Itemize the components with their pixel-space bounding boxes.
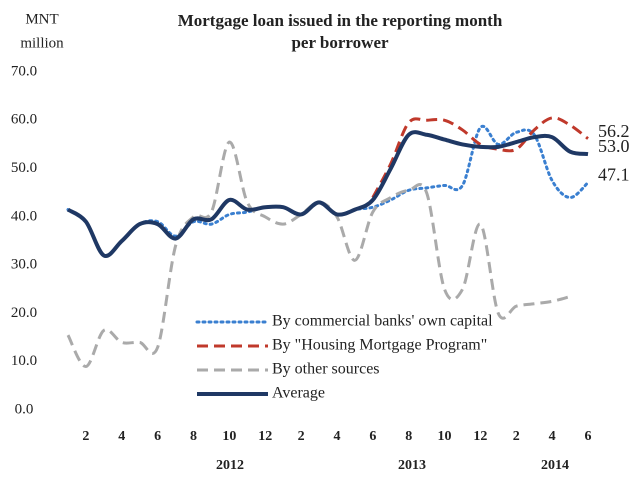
y-tick-label: 0.0 — [15, 401, 34, 417]
x-tick-label: 4 — [118, 429, 125, 444]
value-label: 56.2 — [598, 121, 630, 141]
y-axis-label: million — [20, 35, 64, 51]
series-line — [66, 130, 589, 258]
legend-label: By "Housing Mortgage Program" — [272, 337, 487, 354]
value-label: 53.0 — [598, 136, 630, 156]
x-tick-label: 2 — [298, 429, 305, 444]
y-tick-label: 60.0 — [11, 112, 37, 128]
legend-label: By commercial banks' own capital — [272, 313, 493, 330]
legend-label: Average — [272, 385, 325, 402]
x-tick-label: 12 — [258, 429, 272, 444]
y-axis-label: MNT — [25, 11, 58, 27]
x-tick-label: 8 — [405, 429, 412, 444]
y-tick-label: 20.0 — [11, 305, 37, 321]
x-tick-label: 10 — [438, 429, 452, 444]
x-tick-label: 4 — [549, 429, 556, 444]
series-line — [371, 116, 589, 199]
legend-label: By other sources — [272, 361, 380, 378]
value-label: 47.1 — [598, 165, 630, 185]
y-tick-label: 50.0 — [11, 160, 37, 176]
year-label: 2014 — [541, 458, 569, 473]
x-tick-label: 12 — [473, 429, 487, 444]
x-tick-label: 10 — [222, 429, 236, 444]
chart-title: Mortgage loan issued in the reporting mo… — [178, 11, 503, 30]
x-tick-label: 8 — [190, 429, 197, 444]
series-line — [66, 140, 571, 369]
x-tick-label: 6 — [154, 429, 161, 444]
x-tick-label: 6 — [585, 429, 592, 444]
x-tick-label: 2 — [82, 429, 89, 444]
chart-title: per borrower — [291, 33, 389, 52]
y-tick-label: 10.0 — [11, 353, 37, 369]
year-label: 2012 — [216, 458, 244, 473]
y-tick-label: 30.0 — [11, 257, 37, 273]
x-tick-label: 6 — [369, 429, 376, 444]
x-tick-label: 2 — [513, 429, 520, 444]
x-tick-label: 4 — [333, 429, 340, 444]
y-tick-label: 70.0 — [11, 63, 37, 79]
y-tick-label: 40.0 — [11, 208, 37, 224]
year-label: 2013 — [398, 458, 426, 473]
